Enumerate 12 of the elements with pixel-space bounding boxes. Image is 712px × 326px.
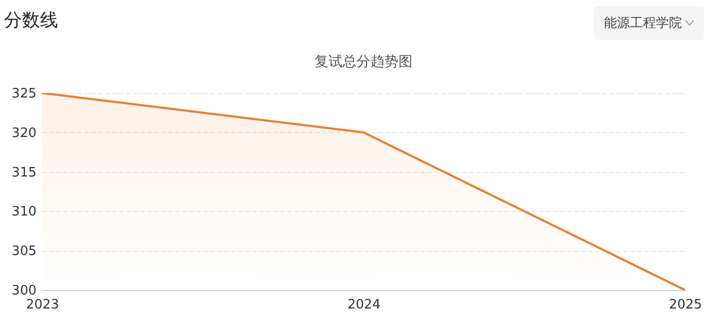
y-tick-label: 315 bbox=[12, 165, 36, 180]
y-tick-label: 320 bbox=[12, 126, 36, 141]
text: 能源工程学院 bbox=[604, 15, 682, 32]
y-tick-label: 325 bbox=[12, 86, 36, 102]
y-tick-label: 305 bbox=[12, 244, 36, 260]
text: 分数线 bbox=[4, 9, 58, 32]
x-tick-label: 2023 bbox=[26, 298, 60, 312]
chart-title: 复试总分趋势图 bbox=[314, 54, 412, 70]
y-tick-label: 310 bbox=[12, 204, 36, 220]
x-tick-label: 2024 bbox=[347, 298, 381, 312]
x-tick-label: 2025 bbox=[668, 298, 702, 312]
y-tick-label: 300 bbox=[12, 284, 36, 298]
